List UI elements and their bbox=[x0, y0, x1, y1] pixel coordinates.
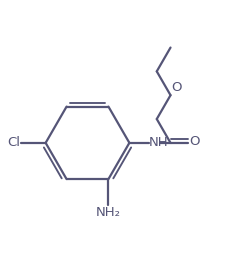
Text: O: O bbox=[171, 81, 182, 95]
Text: NH: NH bbox=[149, 136, 169, 149]
Text: Cl: Cl bbox=[7, 136, 20, 149]
Text: NH₂: NH₂ bbox=[96, 206, 121, 219]
Text: O: O bbox=[189, 135, 200, 148]
